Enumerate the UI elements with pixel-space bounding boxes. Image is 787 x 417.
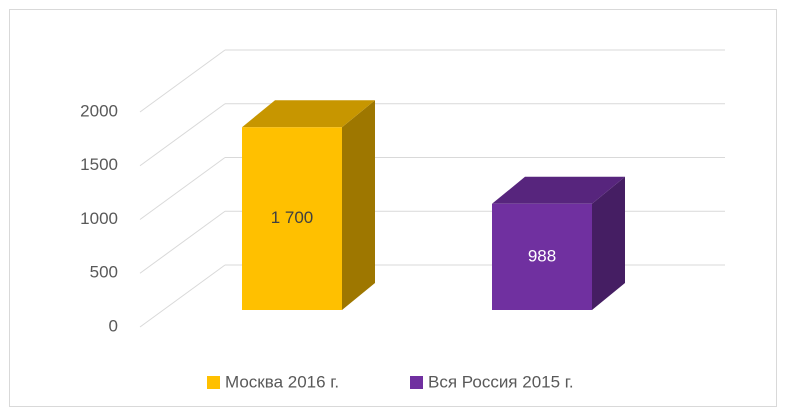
y-tick-label: 0 [109,316,118,335]
legend-label: Вся Россия 2015 г. [428,372,574,391]
grid-line [139,49,226,113]
legend-swatch [410,376,423,389]
grid-line [139,210,226,274]
y-tick-label: 2000 [80,101,118,120]
bar-side [342,100,375,310]
bar [492,203,592,310]
bar-side [592,176,625,310]
legend-swatch [207,376,220,389]
bar-top [242,100,375,128]
bar-top [492,176,625,204]
bar [242,127,342,310]
y-tick-label: 500 [90,263,118,282]
legend-label: Москва 2016 г. [225,372,339,391]
data-label: 988 [528,246,556,265]
grid-line [139,264,226,328]
grid-line [139,103,226,167]
y-tick-label: 1000 [80,209,118,228]
grid-line [139,157,226,220]
chart-border [9,9,777,407]
data-label: 1 700 [271,208,314,227]
y-tick-label: 1500 [80,155,118,174]
